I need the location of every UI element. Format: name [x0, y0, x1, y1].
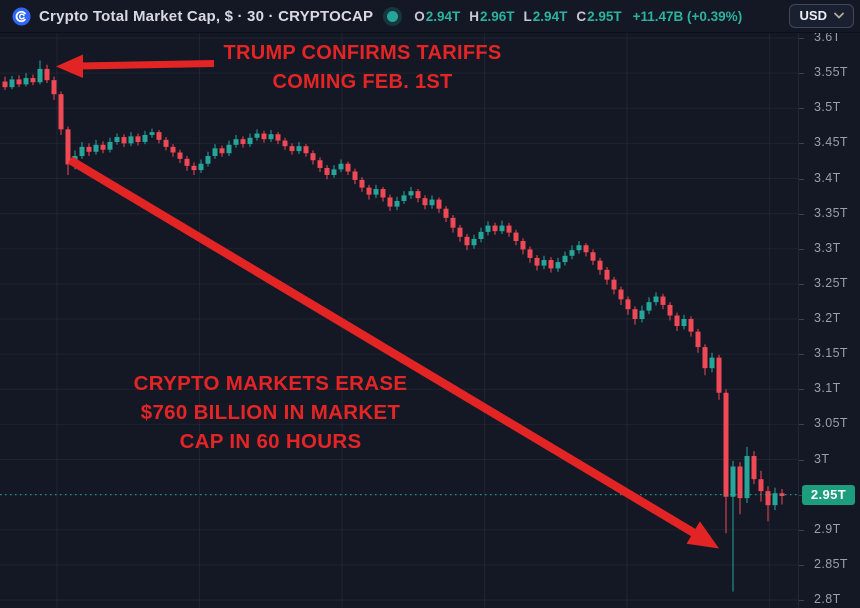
axis-tick — [799, 108, 804, 109]
candlestick-chart-canvas[interactable] — [0, 33, 798, 608]
low-label: L — [523, 8, 532, 24]
symbol-title[interactable]: Crypto Total Market Cap, $ · 30 · CRYPTO… — [39, 7, 374, 25]
axis-tick — [799, 530, 804, 531]
axis-label: 3.55T — [814, 65, 848, 80]
currency-dropdown[interactable]: USD — [788, 4, 854, 28]
axis-tick — [799, 319, 804, 320]
axis-tick — [799, 460, 804, 461]
axis-tick — [799, 565, 804, 566]
annotation-arrows — [56, 54, 719, 549]
axis-tick — [799, 354, 804, 355]
axis-label: 3.3T — [814, 240, 841, 255]
axis-label: 2.8T — [814, 592, 841, 606]
axis-label: 2.9T — [814, 521, 841, 536]
axis-tick — [799, 284, 804, 285]
axis-tick — [799, 495, 804, 496]
axis-label: 3.35T — [814, 205, 848, 220]
axis-tick — [799, 600, 804, 601]
chevron-down-icon — [834, 12, 844, 19]
axis-label: 2.85T — [814, 556, 848, 571]
candlestick-series — [2, 60, 785, 592]
chart-pane: TRUMP CONFIRMS TARIFFS COMING FEB. 1ST C… — [0, 33, 798, 608]
cryptocap-logo-icon — [12, 6, 31, 26]
low-value: 2.94T — [532, 8, 568, 24]
high-value: 2.96T — [480, 8, 515, 24]
market-status-dot[interactable] — [387, 10, 399, 22]
axis-label: 3.4T — [814, 170, 841, 185]
current-price-badge: 2.95T — [802, 484, 855, 505]
axis-label: 3.05T — [814, 416, 848, 431]
axis-tick — [799, 389, 804, 390]
open-value: 2.94T — [425, 8, 461, 24]
axis-tick — [799, 424, 804, 425]
axis-label: 3.6T — [814, 30, 841, 44]
axis-label: 3.45T — [814, 135, 848, 150]
open-label: O — [414, 8, 425, 24]
diagonal-arrow-shaft — [67, 156, 697, 537]
axis-label: 3T — [814, 451, 830, 466]
price-axis[interactable]: 2.95T 3.6T 3.55T 3.5T 3.45T 3.4T 3.35T 3.3T 3.2… — [798, 30, 860, 608]
axis-label: 3.1T — [814, 381, 841, 396]
axis-label: 3.15T — [814, 346, 848, 361]
chart-header-bar: Crypto Total Market Cap, $ · 30 · CRYPTO… — [0, 0, 860, 33]
close-label: C — [576, 8, 587, 24]
axis-tick — [799, 214, 804, 215]
high-label: H — [469, 8, 480, 24]
axis-label: 3.25T — [814, 275, 848, 290]
currency-value: USD — [799, 8, 827, 23]
left-arrow-shaft — [78, 60, 215, 70]
axis-tick — [799, 73, 804, 74]
left-arrow-head — [56, 54, 83, 78]
axis-label: 3.2T — [814, 311, 841, 325]
axis-tick — [799, 179, 804, 180]
axis-tick — [799, 143, 804, 144]
axis-tick — [799, 38, 804, 39]
change-value: +11.47B (+0.39%) — [632, 8, 743, 24]
ohlc-readout: O2.94T H2.96T L2.94T C2.95T +11.47B (+0.… — [414, 9, 742, 24]
axis-label: 3.5T — [814, 100, 841, 115]
diagonal-arrow-head — [686, 521, 719, 549]
close-value: 2.95T — [587, 8, 622, 24]
axis-tick — [799, 249, 804, 250]
